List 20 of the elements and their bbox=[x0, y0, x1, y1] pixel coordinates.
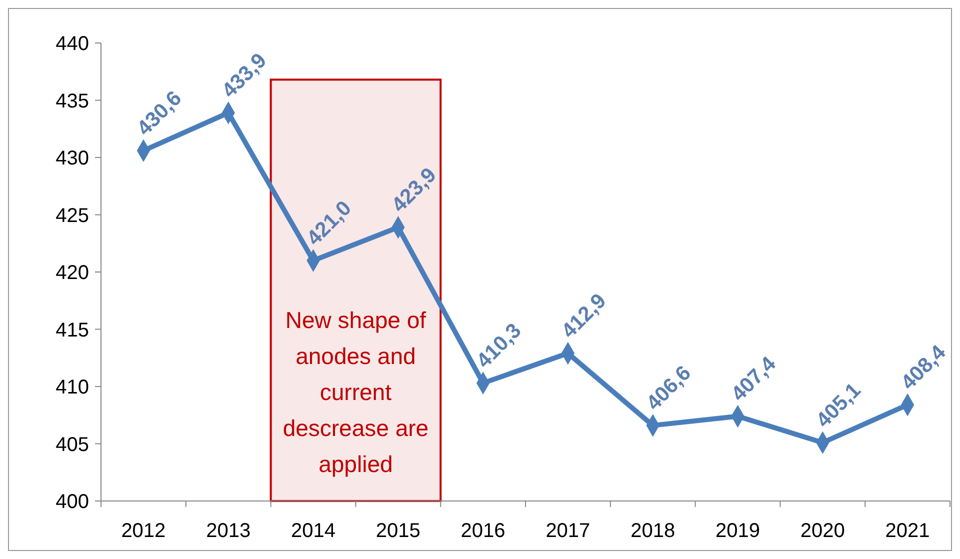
y-tick-label: 405 bbox=[56, 434, 89, 456]
x-tick-label: 2013 bbox=[206, 520, 251, 542]
x-tick-label: 2020 bbox=[800, 520, 845, 542]
y-tick-label: 440 bbox=[56, 33, 89, 55]
y-tick-label: 410 bbox=[56, 376, 89, 398]
y-tick-label: 425 bbox=[56, 204, 89, 227]
y-tick-label: 435 bbox=[56, 90, 89, 112]
x-tick-label: 2018 bbox=[630, 520, 676, 542]
y-tick-label: 430 bbox=[56, 148, 89, 170]
x-tick-label: 2019 bbox=[716, 520, 760, 542]
x-tick-label: 2012 bbox=[121, 520, 166, 542]
x-tick-label: 2017 bbox=[546, 520, 590, 542]
band-label: New shape of anodes and current descrease are applied bbox=[282, 306, 429, 477]
x-tick-label: 2015 bbox=[376, 520, 420, 542]
x-tick-label: 2014 bbox=[291, 520, 336, 542]
x-tick-label: 2016 bbox=[460, 520, 506, 542]
x-tick-label: 2021 bbox=[885, 520, 930, 542]
y-tick-label: 420 bbox=[56, 262, 89, 284]
y-tick-label: 400 bbox=[56, 491, 89, 513]
y-tick-label: 415 bbox=[56, 319, 89, 342]
